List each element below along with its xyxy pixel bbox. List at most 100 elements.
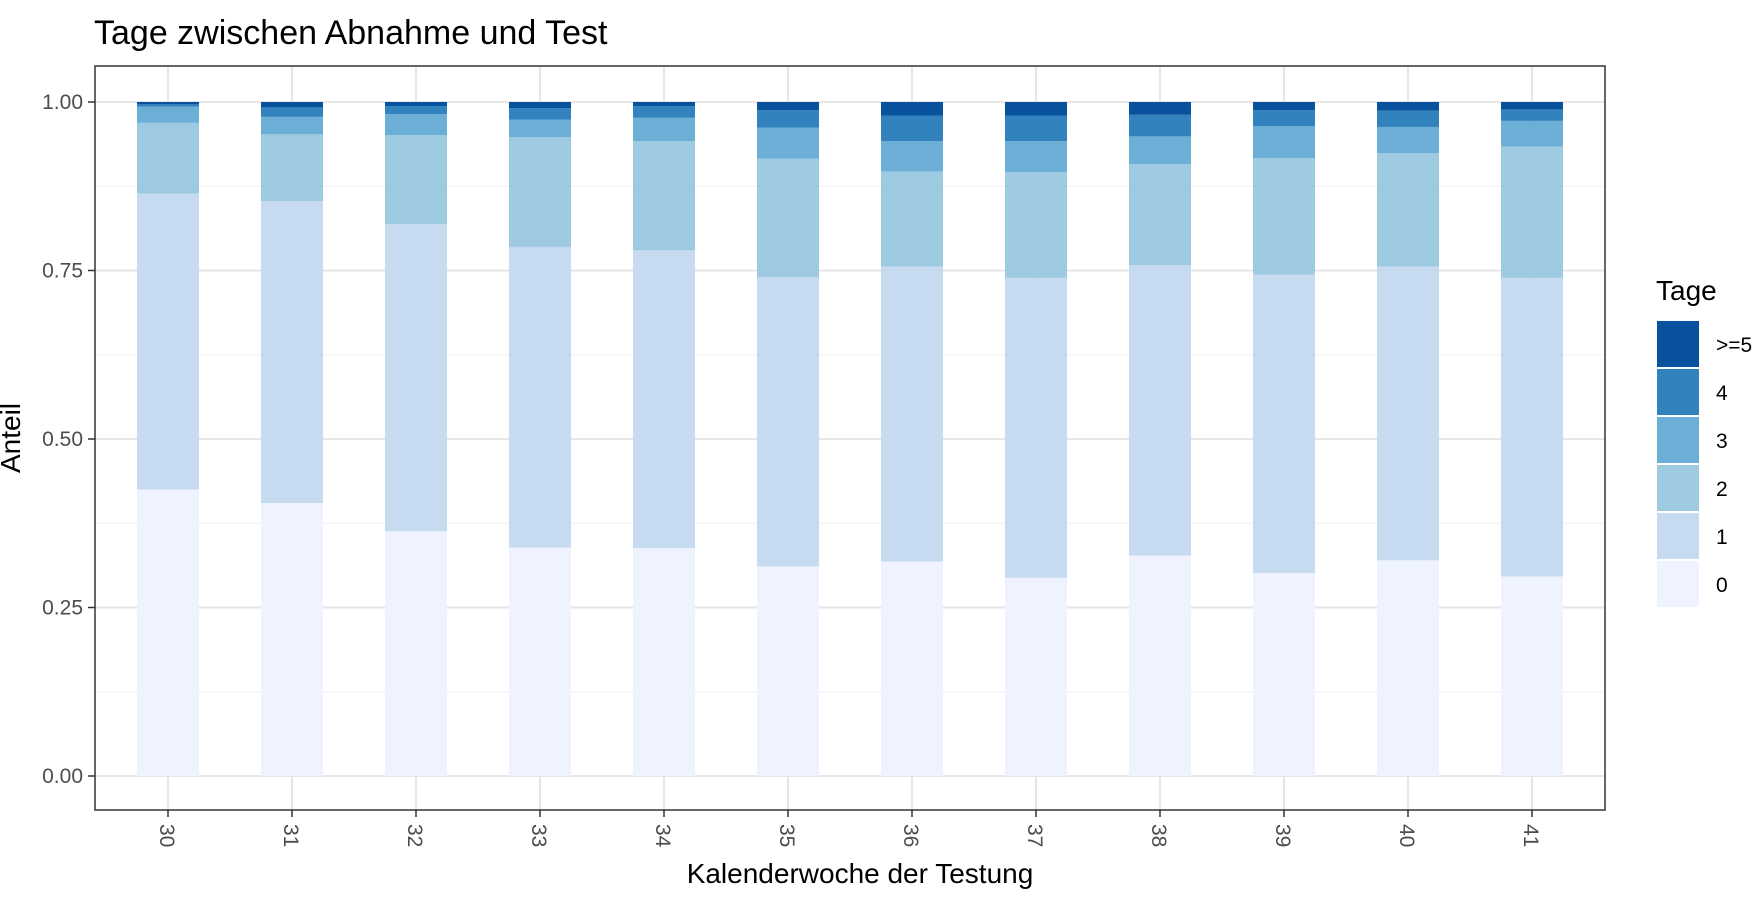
bar-segment-2-kw38 [1129,164,1191,266]
bar-segment-3-kw33 [509,119,571,138]
x-tick-label: 33 [527,824,550,847]
bar-segment-ge5-kw39 [1253,102,1315,111]
x-tick-label: 38 [1147,824,1170,847]
bar-segment-1-kw34 [633,250,695,549]
legend-key-4 [1657,369,1699,415]
bar-segment-1-kw41 [1501,277,1563,577]
bar-segment-3-kw31 [261,116,323,135]
x-axis: 30 31 32 33 34 35 36 37 38 39 40 41 [155,810,1542,848]
bar-segment-4-kw40 [1377,110,1439,127]
bar-segment-4-kw39 [1253,110,1315,127]
y-tick-label: 0.25 [42,597,83,620]
x-tick-label: 39 [1271,824,1294,847]
bar-segment-2-kw40 [1377,153,1439,267]
x-tick-label: 32 [403,824,426,847]
bar-segment-4-kw34 [633,106,695,118]
bar-segment-1-kw40 [1377,266,1439,561]
bar-segment-ge5-kw30 [137,102,199,105]
bar-segment-3-kw40 [1377,126,1439,154]
y-tick-label: 1.00 [42,91,83,114]
plot-panel-border [94,65,1606,811]
legend-key-3 [1657,417,1699,463]
legend-key-0 [1657,561,1699,607]
bar-segment-4-kw30 [137,104,199,107]
bar-segment-4-kw38 [1129,114,1191,137]
bar-segment-3-kw38 [1129,136,1191,165]
bar-segment-0-kw33 [509,547,571,776]
bar-segment-0-kw31 [261,503,323,776]
bar-segment-4-kw35 [757,110,819,128]
x-tick-label: 41 [1519,824,1542,847]
bar-segment-3-kw30 [137,106,199,123]
x-tick-label: 40 [1395,824,1418,847]
bar-segment-2-kw36 [881,171,943,267]
bar-segment-ge5-kw34 [633,102,695,107]
x-tick-label: 37 [1023,824,1046,847]
legend-label: 1 [1716,526,1728,549]
y-axis: 0.00 0.25 0.50 0.75 1.00 [42,91,95,788]
legend-label: 3 [1716,430,1728,453]
bar-segment-4-kw41 [1501,109,1563,121]
x-tick-label: 35 [775,824,798,847]
bar-segment-3-kw32 [385,114,447,136]
bar-segment-ge5-kw32 [385,102,447,107]
legend: Tage >=5 4 3 2 1 0 [1656,275,1752,608]
bar-segment-3-kw41 [1501,120,1563,147]
bar-segment-3-kw39 [1253,126,1315,158]
y-tick-label: 0.75 [42,260,83,283]
legend-label: 4 [1716,382,1728,405]
bar-segment-0-kw32 [385,531,447,776]
bar-segment-0-kw39 [1253,573,1315,776]
bar-segment-2-kw37 [1005,172,1067,278]
bar-segment-2-kw39 [1253,157,1315,275]
bar-segment-1-kw38 [1129,265,1191,556]
chart-title: Tage zwischen Abnahme und Test [94,14,608,52]
bar-segment-4-kw37 [1005,115,1067,142]
bar-segment-2-kw30 [137,122,199,194]
bar-segment-4-kw33 [509,108,571,120]
bar-segment-2-kw31 [261,134,323,202]
bar-segment-0-kw35 [757,566,819,776]
legend-label: 0 [1716,574,1728,597]
legend-key-1 [1657,513,1699,559]
bars [137,102,1563,776]
bar-segment-2-kw35 [757,158,819,278]
legend-key-ge5 [1657,321,1699,367]
bar-segment-3-kw35 [757,127,819,159]
bar-segment-1-kw39 [1253,274,1315,574]
y-tick-label: 0.00 [42,765,83,788]
x-tick-label: 34 [651,824,674,848]
bar-segment-3-kw36 [881,141,943,172]
x-tick-label: 30 [155,824,178,847]
bar-segment-4-kw36 [881,115,943,142]
bar-segment-2-kw33 [509,137,571,247]
bar-segment-ge5-kw31 [261,102,323,108]
x-axis-title: Kalenderwoche der Testung [687,858,1034,889]
bar-segment-4-kw32 [385,106,447,115]
bar-segment-4-kw31 [261,107,323,117]
legend-key-2 [1657,465,1699,511]
bar-segment-3-kw37 [1005,141,1067,173]
bar-segment-2-kw41 [1501,146,1563,278]
bar-segment-ge5-kw35 [757,102,819,111]
bar-segment-ge5-kw33 [509,102,571,109]
bar-segment-ge5-kw40 [1377,102,1439,111]
x-tick-label: 36 [899,824,922,847]
bar-segment-ge5-kw37 [1005,102,1067,116]
bar-segment-ge5-kw36 [881,102,943,116]
y-axis-title: Anteil [0,403,26,473]
bar-segment-0-kw40 [1377,560,1439,776]
bar-segment-1-kw36 [881,266,943,562]
legend-label: >=5 [1716,334,1752,357]
legend-title: Tage [1656,275,1717,306]
bar-segment-1-kw32 [385,223,447,532]
y-tick-label: 0.50 [42,428,83,451]
bar-segment-1-kw30 [137,193,199,490]
bar-segment-0-kw30 [137,489,199,776]
bar-segment-0-kw38 [1129,555,1191,776]
bar-segment-1-kw37 [1005,277,1067,578]
bar-segment-ge5-kw38 [1129,102,1191,115]
bar-segment-2-kw32 [385,135,447,224]
bar-segment-0-kw41 [1501,576,1563,776]
